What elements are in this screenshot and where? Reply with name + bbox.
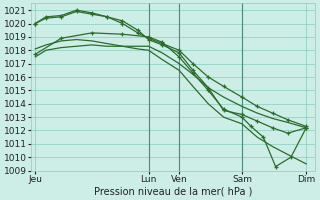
X-axis label: Pression niveau de la mer( hPa ): Pression niveau de la mer( hPa )	[94, 187, 252, 197]
